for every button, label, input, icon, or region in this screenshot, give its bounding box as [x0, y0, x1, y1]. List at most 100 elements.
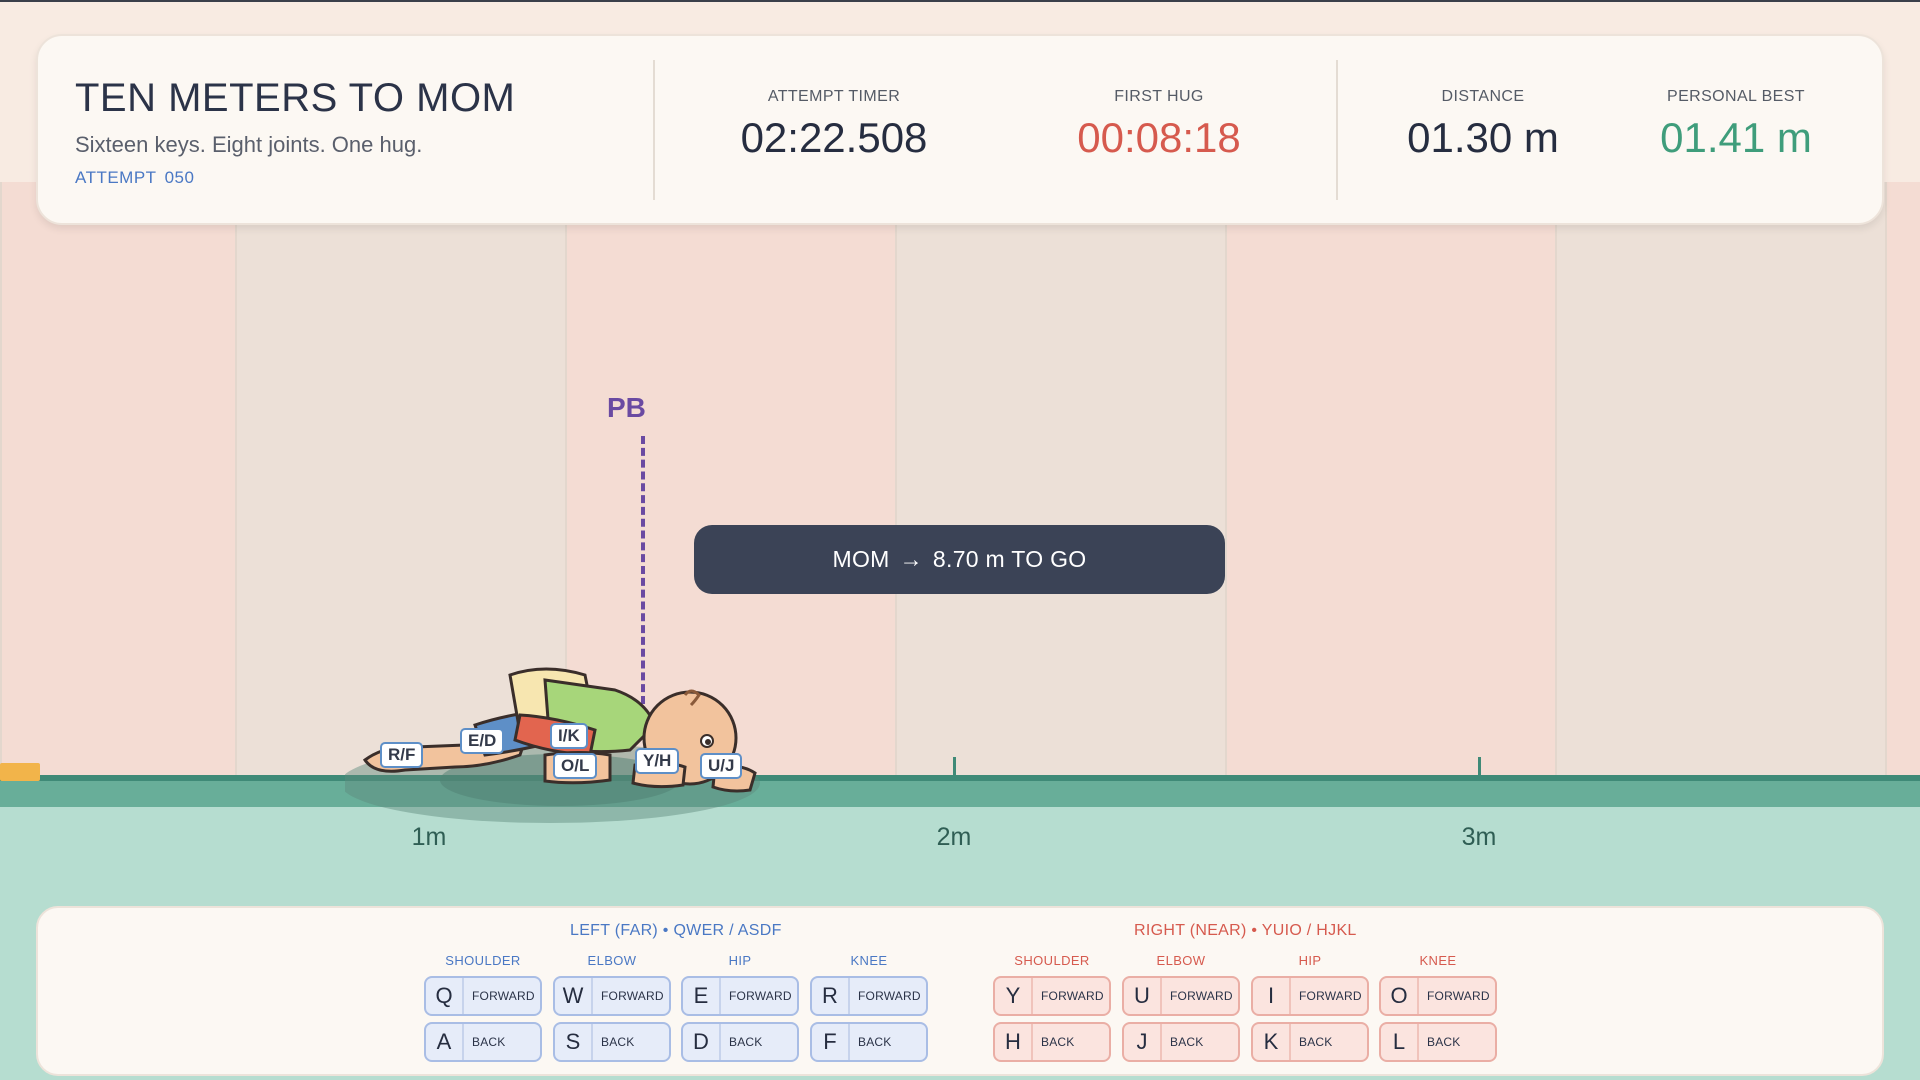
left-hip-heading: HIP	[728, 953, 752, 968]
arrow-right-icon: →	[899, 546, 923, 572]
key-f-left-knee-back[interactable]: F BACK	[810, 1022, 928, 1062]
mom-label: MOM	[832, 546, 890, 572]
hud-divider	[653, 60, 655, 200]
hud-divider	[1336, 60, 1338, 200]
key-cap: I	[1253, 978, 1291, 1014]
left-knee-heading: KNEE	[850, 953, 888, 968]
key-action: BACK	[472, 1035, 506, 1049]
attempt-timer: ATTEMPT TIMER 02:22.508	[704, 88, 964, 162]
key-i-right-hip-forward[interactable]: I FORWARD	[1251, 976, 1369, 1016]
key-action: BACK	[1427, 1035, 1461, 1049]
track-band	[1225, 182, 1555, 777]
meter-label-2: 2m	[936, 823, 972, 851]
start-marker	[0, 763, 40, 781]
key-cap: Y	[995, 978, 1033, 1014]
mom-remaining: 8.70 m TO GO	[932, 546, 1087, 572]
key-y-right-shoulder-forward[interactable]: Y FORWARD	[993, 976, 1111, 1016]
key-action: FORWARD	[1427, 989, 1490, 1003]
meter-label-1: 1m	[411, 823, 447, 851]
pb-marker-label: PB	[607, 392, 646, 423]
meter-label-3: 3m	[1461, 823, 1497, 851]
joint-tag-hip-left: E/D	[460, 728, 505, 754]
joint-tag-hip-right: I/K	[550, 723, 588, 749]
key-cap: K	[1253, 1024, 1291, 1060]
attempt-timer-value: 02:22.508	[740, 114, 928, 161]
distance: DISTANCE 01.30 m	[1353, 88, 1613, 162]
key-o-right-knee-forward[interactable]: O FORWARD	[1379, 976, 1497, 1016]
controls-panel: LEFT (FAR) • QWER / ASDF RIGHT (NEAR) • …	[36, 906, 1884, 1076]
key-cap: U	[1124, 978, 1162, 1014]
attempt-number: 050	[164, 168, 195, 187]
game-subtitle: Sixteen keys. Eight joints. One hug.	[75, 132, 423, 157]
key-action: BACK	[1170, 1035, 1204, 1049]
personal-best-label: PERSONAL BEST	[1667, 88, 1805, 105]
key-action: BACK	[858, 1035, 892, 1049]
key-cap: W	[555, 978, 593, 1014]
key-h-right-shoulder-back[interactable]: H BACK	[993, 1022, 1111, 1062]
left-shoulder-heading: SHOULDER	[445, 953, 521, 968]
key-s-left-elbow-back[interactable]: S BACK	[553, 1022, 671, 1062]
key-cap: O	[1381, 978, 1419, 1014]
key-action: BACK	[1299, 1035, 1333, 1049]
attempt-label: ATTEMPT	[75, 168, 157, 187]
key-action: FORWARD	[472, 989, 535, 1003]
right-elbow-heading: ELBOW	[1156, 953, 1206, 968]
track-band	[565, 182, 895, 777]
left-elbow-heading: ELBOW	[587, 953, 637, 968]
key-action: FORWARD	[729, 989, 792, 1003]
ground-strip	[0, 781, 1920, 807]
joint-tag-shoulder-right: Y/H	[635, 748, 680, 774]
track-band	[1885, 182, 1920, 777]
ground-line	[0, 775, 1920, 781]
key-cap: A	[426, 1024, 464, 1060]
right-hip-heading: HIP	[1298, 953, 1322, 968]
game-title: TEN METERS TO MOM	[75, 76, 516, 120]
mom-distance-banner: MOM → 8.70 m TO GO	[694, 525, 1225, 594]
key-cap: J	[1124, 1024, 1162, 1060]
key-q-left-shoulder-forward[interactable]: Q FORWARD	[424, 976, 542, 1016]
key-k-right-hip-back[interactable]: K BACK	[1251, 1022, 1369, 1062]
first-hug-value: 00:08:18	[1077, 114, 1241, 161]
key-cap: H	[995, 1024, 1033, 1060]
key-cap: S	[555, 1024, 593, 1060]
key-cap: E	[683, 978, 721, 1014]
distance-value: 01.30 m	[1407, 114, 1559, 161]
right-shoulder-heading: SHOULDER	[1014, 953, 1090, 968]
key-e-left-hip-forward[interactable]: E FORWARD	[681, 976, 799, 1016]
track-band	[895, 182, 1225, 777]
key-action: FORWARD	[858, 989, 921, 1003]
pb-marker-line	[641, 436, 645, 704]
attempt-timer-label: ATTEMPT TIMER	[767, 88, 901, 105]
key-action: FORWARD	[601, 989, 664, 1003]
key-cap: F	[812, 1024, 850, 1060]
first-hug: FIRST HUG 00:08:18	[1029, 88, 1289, 162]
personal-best: PERSONAL BEST 01.41 m	[1606, 88, 1866, 162]
left-side-heading: LEFT (FAR) • QWER / ASDF	[570, 922, 782, 939]
joint-tag-elbow-right: U/J	[700, 753, 743, 779]
key-cap: R	[812, 978, 850, 1014]
joint-tag-knee-left: R/F	[380, 742, 424, 768]
key-cap: Q	[426, 978, 464, 1014]
key-l-right-knee-back[interactable]: L BACK	[1379, 1022, 1497, 1062]
key-j-right-elbow-back[interactable]: J BACK	[1122, 1022, 1240, 1062]
first-hug-label: FIRST HUG	[1114, 88, 1204, 105]
key-action: FORWARD	[1170, 989, 1233, 1003]
hud-panel: TEN METERS TO MOM Sixteen keys. Eight jo…	[36, 34, 1884, 225]
key-u-right-elbow-forward[interactable]: U FORWARD	[1122, 976, 1240, 1016]
distance-label: DISTANCE	[1441, 88, 1525, 105]
meter-tick	[953, 757, 956, 777]
right-side-heading: RIGHT (NEAR) • YUIO / HJKL	[1134, 922, 1357, 939]
right-knee-heading: KNEE	[1419, 953, 1457, 968]
track-band	[1555, 182, 1885, 777]
key-r-left-knee-forward[interactable]: R FORWARD	[810, 976, 928, 1016]
meter-tick	[1478, 757, 1481, 777]
track-band	[0, 182, 235, 777]
key-action: BACK	[1041, 1035, 1075, 1049]
key-a-left-shoulder-back[interactable]: A BACK	[424, 1022, 542, 1062]
joint-tag-knee-right: O/L	[553, 753, 598, 779]
attempt-counter: ATTEMPT 050	[75, 168, 194, 188]
key-cap: L	[1381, 1024, 1419, 1060]
key-w-left-elbow-forward[interactable]: W FORWARD	[553, 976, 671, 1016]
key-action: FORWARD	[1299, 989, 1362, 1003]
key-d-left-hip-back[interactable]: D BACK	[681, 1022, 799, 1062]
